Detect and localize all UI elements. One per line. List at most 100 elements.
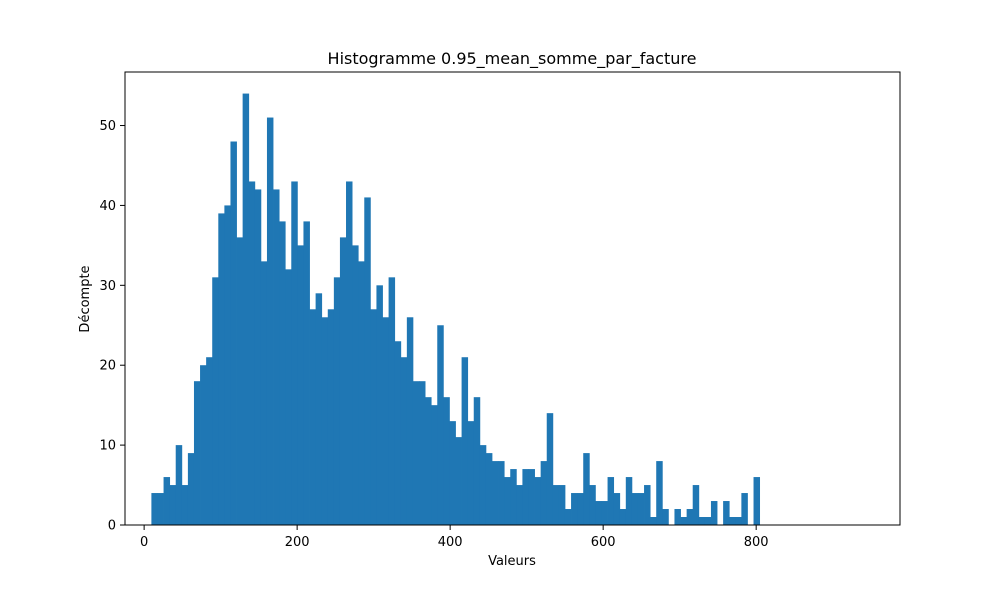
y-tick-label: 20 [99,359,116,374]
histogram-bar [680,517,688,525]
x-tick-label: 400 [438,535,463,550]
histogram-bar [571,493,578,525]
histogram-bar [406,317,414,525]
y-axis: 0 10 20 30 40 50 [99,119,125,534]
histogram-bar [595,501,602,525]
histogram-bar [187,453,195,525]
histogram-bar [735,517,742,525]
plot-frame [124,71,901,526]
histogram-bar [236,237,244,525]
histogram-bar [394,341,402,525]
histogram-bar [339,237,347,525]
histogram-bar [528,469,535,525]
histogram-bar [577,493,584,525]
histogram-bar [218,213,225,525]
histogram-bar [333,277,341,525]
histogram-bar [546,413,554,525]
y-tick-label: 40 [99,199,116,214]
histogram-bar [504,477,511,525]
histogram-bar [473,397,481,525]
histogram-bar [358,261,365,525]
histogram-bar [346,181,353,525]
histogram-bar [352,245,359,525]
y-tick-label: 0 [108,519,116,534]
histogram-bar [729,517,736,525]
histogram-bar [534,477,542,525]
x-tick-label: 0 [140,535,148,550]
histogram-bar [382,317,389,525]
histogram-bar [431,405,438,525]
histogram-bar [412,381,420,525]
histogram-bar [315,293,323,525]
x-tick-label: 200 [285,535,310,550]
histogram-bar [419,381,426,525]
histogram-bar [443,397,450,525]
histogram-bar [656,461,663,525]
histogram-bar [242,93,250,525]
histogram-bar [485,453,493,525]
histogram-bar [723,501,730,525]
histogram-bar [637,493,645,525]
x-tick-label: 800 [744,535,769,550]
histogram-bar [455,437,462,525]
histogram-bar [704,517,712,525]
histogram-bar [327,309,335,525]
histogram-bar [589,485,596,525]
x-tick-label: 600 [591,535,616,550]
histogram-bar [254,189,262,525]
histogram-bar [613,493,621,525]
histogram-bar [492,461,499,525]
bars-group [151,93,761,526]
x-axis: 0 200 400 600 800 [140,525,769,550]
histogram-bar [564,509,572,525]
y-axis-title: Décompte [78,265,93,332]
histogram-bar [625,477,633,525]
y-tick-label: 10 [99,439,116,454]
histogram-bar [449,421,456,525]
histogram-bar [583,453,590,525]
histogram-bar [151,493,158,525]
histogram-bar [200,365,207,525]
histogram-bar [163,477,171,525]
histogram-bar [212,277,219,525]
histogram-bar [437,325,444,525]
histogram-bar [540,461,548,525]
histogram-bar [248,181,256,525]
histogram-bar [157,493,164,525]
histogram-bar [206,357,213,525]
histogram-bar [285,269,292,525]
histogram-bar [400,357,408,525]
histogram-bar [516,485,523,525]
histogram-bar [376,285,383,525]
histogram-bar [601,501,608,525]
histogram-bar [321,317,329,525]
histogram-bar [619,509,627,525]
histogram-bar [522,469,529,525]
histogram-bar [461,357,469,525]
histogram-bar [175,445,183,525]
histogram-bar [650,517,657,525]
histogram-bar [510,469,517,525]
histogram-bar [498,461,505,525]
histogram-bar [479,445,487,525]
histogram-bar [193,381,201,525]
histogram-bar [674,509,681,525]
histogram-bar [230,141,237,525]
histogram-bar [607,477,615,525]
histogram-bar [662,509,669,525]
histogram-bar [710,501,718,525]
histogram-bar [644,485,651,525]
histogram-bar [279,221,286,525]
histogram-bar [753,477,761,525]
histogram-bar [698,517,706,525]
histogram-bar [260,261,268,525]
x-axis-title: Valeurs [488,554,536,569]
histogram-bar [370,309,377,525]
histogram-bar [425,397,432,525]
histogram-bar [224,205,231,526]
histogram-bar [692,485,700,525]
histogram-bar [181,485,189,525]
histogram-bar [741,493,748,525]
histogram-bar [467,421,475,525]
